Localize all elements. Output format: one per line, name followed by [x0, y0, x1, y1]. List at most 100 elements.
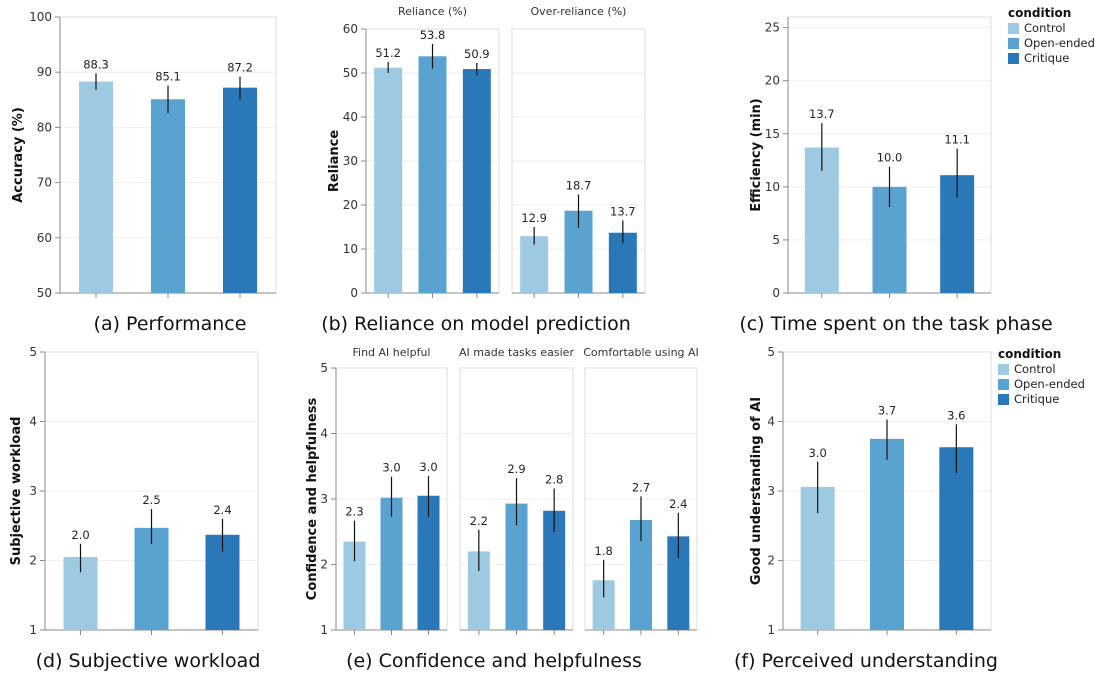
- y-tick-label: 4: [29, 415, 37, 429]
- legend-swatch: [1008, 38, 1019, 49]
- y-tick-label: 2: [767, 554, 775, 568]
- data-label: 13.7: [809, 107, 835, 121]
- panel-d: 1 2 3 4 5 2.0 2.5 2.4 Subjective workload (d) Sub…: [9, 345, 260, 672]
- y-tick-label: 1: [767, 623, 775, 637]
- panel-caption: (f) Perceived understanding: [734, 650, 998, 672]
- data-label: 12.9: [521, 211, 547, 225]
- y-tick-label: 30: [343, 154, 358, 168]
- data-label: 10.0: [877, 151, 903, 165]
- data-label: 2.3: [345, 505, 363, 519]
- data-label: 51.2: [375, 46, 401, 60]
- y-tick-label: 50: [343, 66, 358, 80]
- y-tick-label: 100: [29, 10, 52, 24]
- legend-title: condition: [998, 347, 1061, 361]
- bar-control: [804, 147, 839, 293]
- data-label: 50.9: [464, 47, 490, 61]
- y-tick-label: 2: [29, 554, 37, 568]
- legend-title: condition: [1008, 6, 1071, 20]
- legend-label: Open-ended: [1014, 377, 1085, 391]
- facet-a-0: 50 60 70 80 90 100 88.3 85.1 87.2: [29, 10, 277, 300]
- y-tick-label: 70: [37, 176, 52, 190]
- facet-title: Find AI helpful: [353, 346, 431, 359]
- data-label: 3.7: [878, 403, 896, 417]
- y-tick-label: 10: [765, 180, 780, 194]
- data-label: 2.4: [213, 503, 231, 517]
- panel-c: 0 5 10 15 20 25 13.7 10.0 11.1 Efficiency (min) (c…: [739, 16, 1053, 335]
- y-axis-label: Confidence and helpfulness: [305, 398, 320, 601]
- data-label: 2.2: [470, 514, 488, 528]
- bar-open-ended: [505, 503, 528, 630]
- y-axis-label: Accuracy (%): [11, 107, 26, 203]
- facet-c-0: 0 5 10 15 20 25 13.7 10.0 11.1: [765, 16, 992, 300]
- data-label: 18.7: [566, 178, 592, 192]
- data-label: 2.7: [632, 480, 650, 494]
- data-label: 13.7: [610, 204, 636, 218]
- y-tick-label: 3: [29, 484, 37, 498]
- y-tick-label: 3: [320, 492, 328, 506]
- y-tick-label: 1: [320, 623, 328, 637]
- facet-b-0: 0 10 20 30 40 50 60 Reliance (%) 51.2 53.8 50.9: [343, 5, 500, 300]
- panel-f: 1 2 3 4 5 3.0 3.7 3.6 Good understanding of AI (f…: [734, 345, 998, 672]
- y-tick-label: 80: [37, 120, 52, 134]
- bar-open-ended: [870, 438, 904, 630]
- bar-critique: [543, 510, 566, 630]
- panel-b: 0 10 20 30 40 50 60 Reliance (%) 51.2 53.8 50.9 Ove…: [321, 5, 646, 335]
- data-label: 2.5: [142, 493, 160, 507]
- y-tick-label: 20: [765, 74, 780, 88]
- facet-title: Over-reliance (%): [531, 5, 627, 18]
- facet-title: Comfortable using AI: [583, 346, 699, 359]
- panel-a: 50 60 70 80 90 100 88.3 85.1 87.2 Accuracy (%) (a)…: [11, 10, 277, 335]
- data-label: 2.0: [71, 528, 89, 542]
- bar-control: [374, 67, 403, 293]
- y-tick-label: 15: [765, 127, 780, 141]
- panel-e: 1 2 3 4 5 Find AI helpful 2.3 3.0 3.0 AI made tas…: [305, 346, 699, 672]
- y-tick-label: 10: [343, 242, 358, 256]
- bar-critique: [417, 495, 440, 630]
- y-tick-label: 60: [37, 231, 52, 245]
- facet-title: AI made tasks easier: [459, 346, 574, 359]
- y-tick-label: 0: [772, 286, 780, 300]
- y-tick-label: 60: [343, 22, 358, 36]
- legend-swatch: [998, 364, 1009, 375]
- data-label: 3.0: [419, 460, 437, 474]
- panel-caption: (e) Confidence and helpfulness: [346, 650, 642, 672]
- bar-open-ended: [418, 56, 447, 293]
- y-tick-label: 5: [772, 233, 780, 247]
- legend-swatch: [998, 394, 1009, 405]
- data-label: 87.2: [227, 61, 253, 75]
- y-axis-label: Subjective workload: [9, 417, 24, 566]
- legend-label: Critique: [1024, 51, 1069, 65]
- y-axis-label: Reliance: [327, 130, 342, 192]
- facet-e-1: AI made tasks easier 2.2 2.9 2.8: [459, 346, 574, 635]
- bar-control: [592, 580, 615, 630]
- panel-caption: (d) Subjective workload: [36, 650, 261, 672]
- y-tick-label: 90: [37, 65, 52, 79]
- panel-caption: (b) Reliance on model prediction: [321, 313, 631, 335]
- bar-control: [343, 541, 366, 630]
- y-tick-label: 0: [350, 286, 358, 300]
- y-tick-label: 20: [343, 198, 358, 212]
- y-tick-label: 4: [767, 415, 775, 429]
- bar-control: [467, 551, 490, 630]
- bar-open-ended: [134, 527, 169, 630]
- data-label: 3.0: [382, 461, 400, 475]
- bar-open-ended: [380, 497, 403, 630]
- y-tick-label: 5: [320, 361, 328, 375]
- facet-d-0: 1 2 3 4 5 2.0 2.5 2.4: [29, 345, 259, 637]
- y-tick-label: 5: [29, 345, 37, 359]
- y-tick-label: 5: [767, 345, 775, 359]
- data-label: 1.8: [595, 544, 613, 558]
- y-tick-label: 2: [320, 558, 328, 572]
- y-tick-label: 50: [37, 286, 52, 300]
- y-tick-label: 4: [320, 427, 328, 441]
- data-label: 85.1: [155, 69, 181, 83]
- legend-label: Open-ended: [1024, 36, 1095, 50]
- legend-label: Control: [1024, 21, 1066, 35]
- y-axis-label: Efficiency (min): [749, 98, 764, 211]
- y-tick-label: 1: [29, 623, 37, 637]
- y-tick-label: 25: [765, 21, 780, 35]
- y-tick-label: 3: [767, 484, 775, 498]
- legend-label: Control: [1014, 362, 1056, 376]
- data-label: 88.3: [83, 57, 109, 71]
